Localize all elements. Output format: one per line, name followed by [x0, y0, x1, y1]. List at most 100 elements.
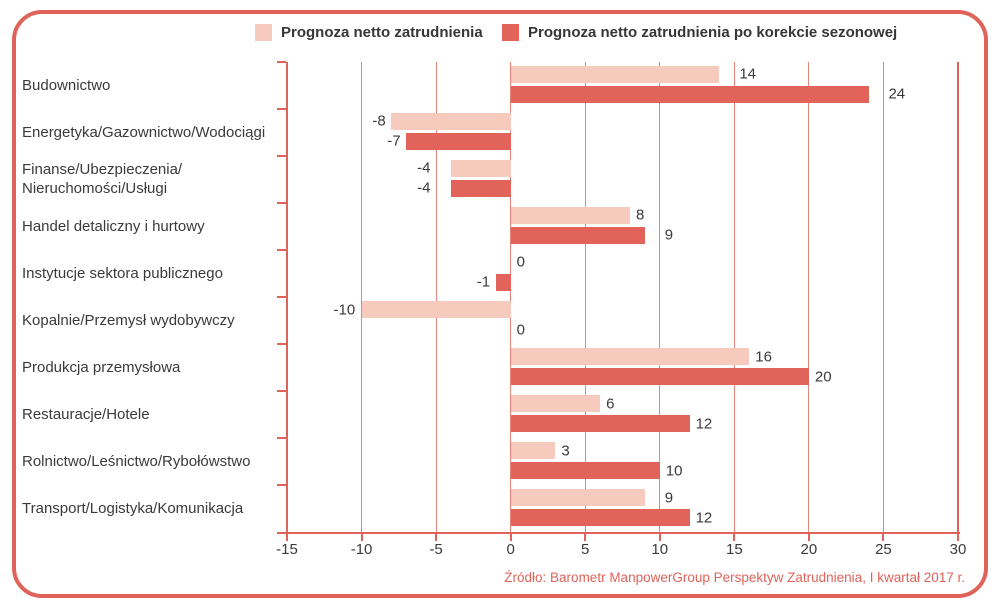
gridline — [733, 62, 735, 533]
bar-value-label: -4 — [417, 179, 431, 197]
y-axis-tick — [277, 531, 286, 534]
bar-value-label: -8 — [372, 112, 386, 130]
category-label: Instytucje sektora publicznego — [22, 264, 223, 282]
x-axis-tick — [286, 532, 288, 541]
bar-value-label: 24 — [888, 85, 906, 103]
legend-swatch-seasonal-forecast — [502, 24, 519, 41]
bar-net-forecast — [361, 301, 511, 318]
bar-seasonal-forecast — [451, 180, 511, 197]
category-label: Restauracje/Hotele — [22, 405, 150, 423]
y-axis-tick — [277, 155, 286, 158]
x-tick-label: 5 — [581, 541, 590, 558]
legend-swatch-net-forecast — [255, 24, 272, 41]
bar-net-forecast — [510, 66, 720, 83]
bar-net-forecast — [510, 442, 556, 459]
bar-net-forecast — [391, 113, 511, 130]
y-axis-tick — [277, 484, 286, 487]
x-axis-tick — [807, 532, 810, 541]
x-tick-label: 25 — [875, 541, 892, 558]
legend-label-seasonal-forecast: Prognoza netto zatrudnienia po korekcie … — [528, 24, 898, 41]
y-axis-line — [286, 62, 288, 533]
y-axis-tick — [277, 249, 286, 252]
bar-seasonal-forecast — [510, 368, 809, 385]
x-tick-label: 10 — [651, 541, 669, 558]
bar-net-forecast — [510, 348, 750, 365]
bar-seasonal-forecast — [510, 86, 869, 103]
x-tick-label: 30 — [949, 541, 967, 558]
x-tick-label: 0 — [506, 541, 515, 558]
source-note: Źródło: Barometr ManpowerGroup Perspekty… — [504, 570, 965, 585]
y-axis-line — [957, 62, 959, 533]
category-label: Rolnictwo/Leśnictwo/Rybołówstwo — [22, 453, 251, 471]
y-axis-tick — [277, 343, 286, 346]
bar-value-label: 16 — [755, 348, 772, 366]
bar-value-label: 12 — [695, 509, 713, 527]
y-axis-tick — [277, 296, 286, 299]
x-axis-tick — [509, 532, 512, 541]
bar-net-forecast — [451, 160, 511, 177]
gridline — [361, 62, 363, 533]
x-tick-label: 20 — [800, 541, 818, 558]
x-tick-label: -5 — [429, 541, 443, 558]
y-axis-tick — [277, 108, 286, 111]
x-axis-line — [285, 531, 960, 534]
bar-value-label: 0 — [516, 321, 525, 338]
gridline — [584, 62, 586, 533]
bar-value-label: -10 — [333, 301, 356, 318]
bar-value-label: 20 — [814, 368, 832, 386]
chart-frame-border — [12, 10, 988, 598]
bar-seasonal-forecast — [495, 274, 511, 291]
y-axis-tick — [277, 61, 286, 63]
bar-value-label: 9 — [664, 226, 674, 244]
x-tick-label: -15 — [276, 541, 298, 558]
category-label: Kopalnie/Przemysł wydobywczy — [22, 311, 235, 329]
x-axis-tick — [882, 532, 885, 541]
gridline — [510, 62, 512, 533]
bar-value-label: 8 — [635, 206, 645, 224]
bar-value-label: -4 — [417, 159, 431, 177]
category-label: Energetyka/Gazownictwo/Wodociągi — [22, 123, 266, 141]
bar-seasonal-forecast — [510, 509, 690, 526]
category-label: Budownictwo — [22, 76, 111, 94]
gridline — [882, 62, 884, 533]
bar-value-label: -1 — [476, 273, 491, 291]
bar-value-label: 12 — [695, 415, 713, 433]
gridline — [808, 62, 810, 533]
x-tick-label: 15 — [725, 541, 743, 558]
x-tick-label: -10 — [350, 541, 373, 558]
bar-net-forecast — [510, 207, 630, 224]
bar-value-label: 10 — [665, 462, 683, 480]
bar-value-label: 6 — [606, 395, 615, 413]
bar-value-label: 0 — [516, 253, 525, 271]
gridline — [435, 62, 437, 533]
x-axis-tick — [957, 532, 959, 541]
bar-value-label: 9 — [664, 489, 674, 507]
x-axis-tick — [584, 532, 587, 541]
category-label: Handel detaliczny i hurtowy — [22, 217, 205, 235]
bar-value-label: -7 — [387, 132, 401, 150]
category-label: Transport/Logistyka/Komunikacja — [22, 500, 244, 518]
bar-net-forecast — [510, 395, 601, 412]
bar-seasonal-forecast — [510, 227, 645, 244]
y-axis-tick — [277, 390, 286, 393]
category-label: Finanse/Ubezpieczenia/ Nieruchomości/Usł… — [22, 160, 183, 198]
bar-seasonal-forecast — [406, 133, 511, 150]
bar-value-label: 14 — [739, 65, 757, 83]
x-axis-tick — [435, 532, 438, 541]
legend-item-seasonal-forecast: Prognoza netto zatrudnienia po korekcie … — [502, 24, 897, 41]
y-axis-tick — [277, 202, 286, 205]
bar-seasonal-forecast — [510, 415, 690, 432]
bar-seasonal-forecast — [510, 462, 660, 479]
legend-item-net-forecast: Prognoza netto zatrudnienia — [255, 24, 483, 41]
y-axis-tick — [277, 437, 286, 440]
legend-label-net-forecast: Prognoza netto zatrudnienia — [281, 24, 483, 41]
gridline — [659, 62, 661, 533]
x-axis-tick — [360, 532, 363, 541]
bar-value-label: 3 — [561, 442, 570, 460]
x-axis-tick — [658, 532, 661, 541]
x-axis-tick — [733, 532, 736, 541]
category-label: Produkcja przemysłowa — [22, 358, 181, 376]
bar-net-forecast — [510, 489, 645, 506]
